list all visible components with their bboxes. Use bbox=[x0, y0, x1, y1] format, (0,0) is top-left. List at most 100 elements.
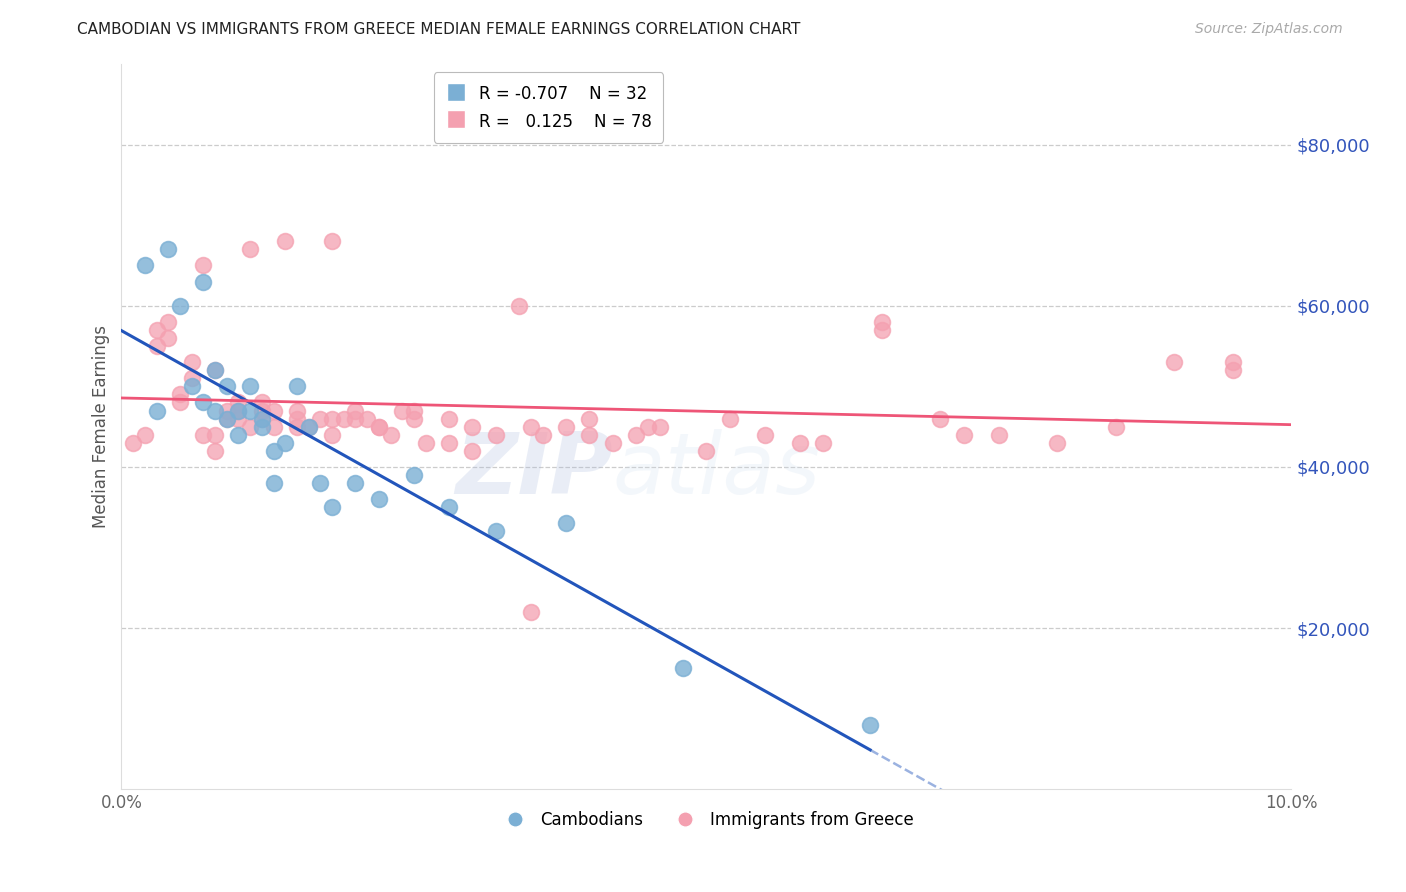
Point bbox=[367, 419, 389, 434]
Point bbox=[813, 435, 835, 450]
Point bbox=[1163, 355, 1185, 369]
Point bbox=[1046, 435, 1069, 450]
Point bbox=[1222, 363, 1244, 377]
Point bbox=[122, 435, 145, 450]
Y-axis label: Median Female Earnings: Median Female Earnings bbox=[93, 326, 110, 528]
Point bbox=[239, 379, 262, 393]
Point bbox=[285, 403, 308, 417]
Point bbox=[695, 443, 717, 458]
Point bbox=[437, 500, 460, 515]
Point bbox=[870, 315, 893, 329]
Point bbox=[204, 443, 226, 458]
Point bbox=[263, 443, 285, 458]
Point bbox=[157, 331, 180, 345]
Text: atlas: atlas bbox=[613, 429, 821, 512]
Point bbox=[169, 387, 191, 401]
Point bbox=[718, 411, 741, 425]
Point bbox=[215, 411, 238, 425]
Point bbox=[602, 435, 624, 450]
Point bbox=[367, 419, 389, 434]
Point bbox=[215, 379, 238, 393]
Point bbox=[250, 403, 273, 417]
Point bbox=[321, 235, 343, 249]
Point bbox=[648, 419, 671, 434]
Point bbox=[298, 419, 321, 434]
Point bbox=[578, 427, 600, 442]
Point bbox=[239, 419, 262, 434]
Point bbox=[298, 419, 321, 434]
Point bbox=[215, 403, 238, 417]
Point bbox=[250, 419, 273, 434]
Point bbox=[332, 411, 354, 425]
Point bbox=[285, 411, 308, 425]
Point bbox=[508, 299, 530, 313]
Point bbox=[952, 427, 974, 442]
Point bbox=[929, 411, 952, 425]
Point bbox=[461, 443, 484, 458]
Point bbox=[356, 411, 378, 425]
Point bbox=[309, 476, 332, 491]
Point bbox=[461, 419, 484, 434]
Point bbox=[391, 403, 413, 417]
Point bbox=[555, 516, 578, 531]
Point bbox=[274, 435, 297, 450]
Point bbox=[228, 403, 250, 417]
Text: Source: ZipAtlas.com: Source: ZipAtlas.com bbox=[1195, 22, 1343, 37]
Point bbox=[193, 395, 215, 409]
Point bbox=[228, 395, 250, 409]
Point bbox=[134, 427, 156, 442]
Point bbox=[228, 403, 250, 417]
Point bbox=[555, 419, 578, 434]
Point bbox=[180, 379, 202, 393]
Point bbox=[157, 243, 180, 257]
Point bbox=[321, 411, 343, 425]
Point bbox=[380, 427, 402, 442]
Point bbox=[169, 299, 191, 313]
Point bbox=[250, 411, 273, 425]
Point bbox=[239, 403, 262, 417]
Point bbox=[485, 524, 508, 539]
Point bbox=[204, 363, 226, 377]
Point bbox=[193, 259, 215, 273]
Point bbox=[367, 492, 389, 507]
Point bbox=[239, 243, 262, 257]
Point bbox=[274, 235, 297, 249]
Point bbox=[754, 427, 776, 442]
Point bbox=[402, 403, 425, 417]
Point bbox=[859, 718, 882, 732]
Point bbox=[204, 403, 226, 417]
Point bbox=[145, 339, 167, 353]
Point bbox=[228, 427, 250, 442]
Point bbox=[344, 411, 367, 425]
Point bbox=[437, 411, 460, 425]
Point bbox=[204, 427, 226, 442]
Point bbox=[228, 411, 250, 425]
Point bbox=[263, 403, 285, 417]
Point bbox=[145, 323, 167, 337]
Point bbox=[204, 363, 226, 377]
Point bbox=[672, 661, 695, 675]
Point bbox=[531, 427, 554, 442]
Point bbox=[250, 411, 273, 425]
Point bbox=[402, 467, 425, 482]
Point bbox=[263, 476, 285, 491]
Point bbox=[250, 395, 273, 409]
Point bbox=[321, 500, 343, 515]
Point bbox=[1222, 355, 1244, 369]
Point bbox=[624, 427, 647, 442]
Point bbox=[578, 411, 600, 425]
Point bbox=[145, 403, 167, 417]
Point bbox=[180, 371, 202, 385]
Point bbox=[285, 379, 308, 393]
Legend: Cambodians, Immigrants from Greece: Cambodians, Immigrants from Greece bbox=[492, 804, 921, 835]
Text: ZIP: ZIP bbox=[456, 429, 613, 512]
Point bbox=[134, 259, 156, 273]
Point bbox=[344, 476, 367, 491]
Point bbox=[344, 403, 367, 417]
Point bbox=[520, 605, 543, 619]
Point bbox=[193, 275, 215, 289]
Point bbox=[309, 411, 332, 425]
Point bbox=[485, 427, 508, 442]
Point bbox=[637, 419, 659, 434]
Point bbox=[285, 419, 308, 434]
